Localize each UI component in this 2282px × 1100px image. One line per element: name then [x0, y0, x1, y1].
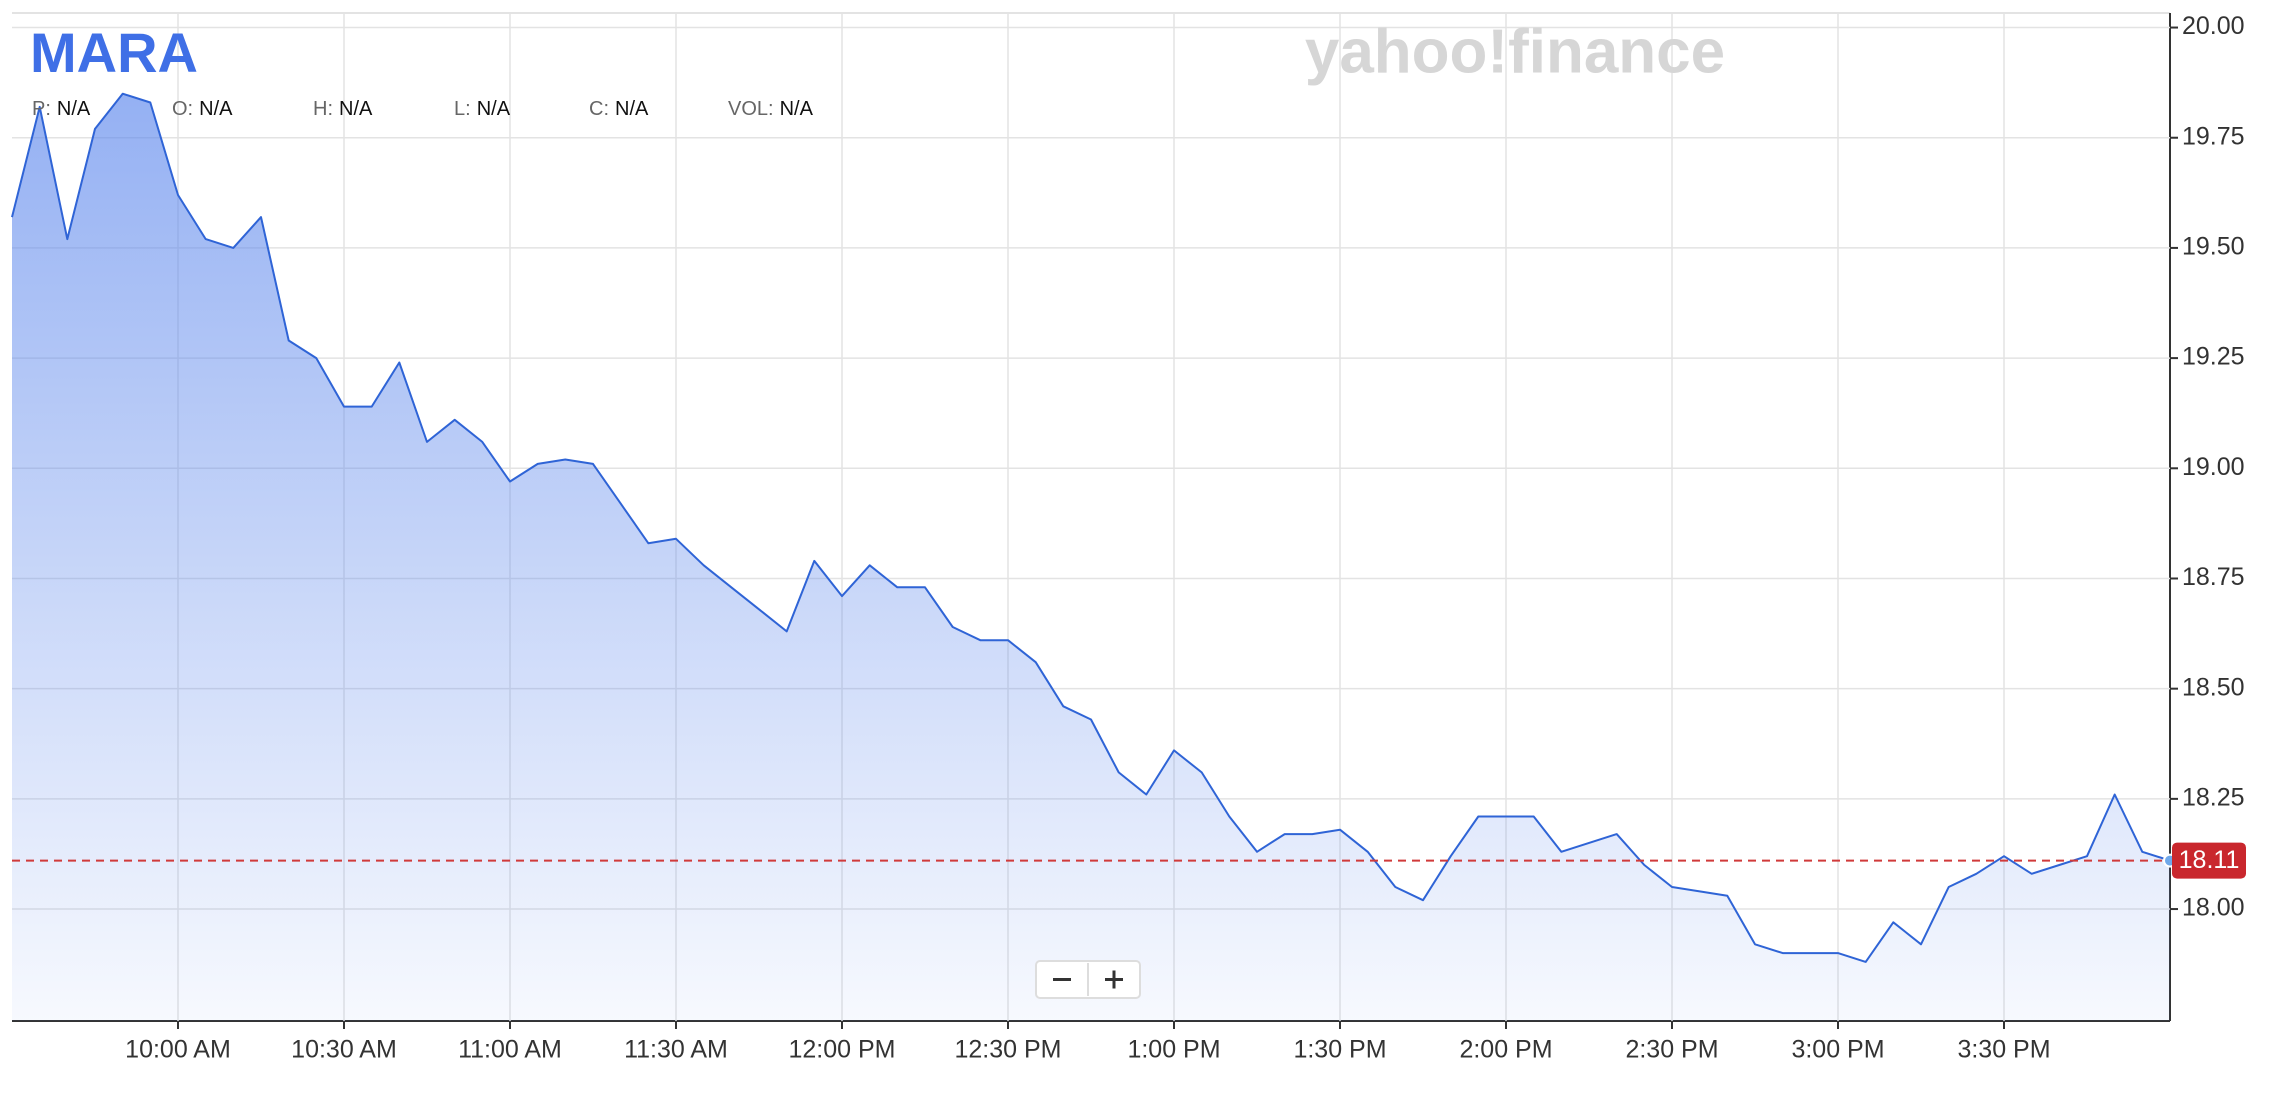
x-tick-label: 11:00 AM	[458, 1036, 562, 1064]
ohlc-item: L: N/A	[454, 98, 511, 120]
zoom-in-button[interactable]	[1089, 962, 1139, 997]
x-tick-label: 2:00 PM	[1459, 1036, 1552, 1064]
ohlc-label: C:	[589, 98, 609, 120]
area	[12, 93, 2170, 1021]
ohlc-item: O: N/A	[172, 98, 233, 120]
ohlc-label: H:	[313, 98, 333, 120]
x-tick-label: 12:00 PM	[788, 1036, 895, 1064]
ohlc-label: O:	[172, 98, 193, 120]
x-tick-label: 11:30 AM	[624, 1036, 728, 1064]
watermark: yahoo!finance	[1305, 17, 1725, 86]
zoom-controls	[1035, 960, 1141, 999]
ohlc-value: N/A	[477, 98, 511, 120]
x-tick-label: 2:30 PM	[1625, 1036, 1718, 1064]
zoom-out-button[interactable]	[1037, 962, 1087, 997]
ohlc-item: VOL: N/A	[728, 98, 814, 120]
ticker-title: MARA	[30, 21, 198, 84]
x-tick-label: 10:00 AM	[125, 1036, 231, 1064]
ohlc-label: VOL:	[728, 98, 774, 120]
ohlc-value: N/A	[615, 98, 649, 120]
current-price-tag	[2172, 842, 2246, 879]
y-tick-label: 18.00	[2182, 894, 2245, 922]
y-tick-label: 19.25	[2182, 343, 2245, 371]
y-tick-label: 20.00	[2182, 12, 2245, 40]
x-tick-label: 10:30 AM	[291, 1036, 397, 1064]
ohlc-value: N/A	[199, 98, 233, 120]
y-tick-label: 18.50	[2182, 673, 2245, 701]
ohlc-label: L:	[454, 98, 471, 120]
ohlc-item: C: N/A	[589, 98, 649, 120]
y-tick-label: 19.75	[2182, 122, 2245, 150]
y-tick-label: 18.75	[2182, 563, 2245, 591]
x-tick-label: 3:30 PM	[1957, 1036, 2050, 1064]
x-tick-label: 3:00 PM	[1791, 1036, 1884, 1064]
x-tick-label: 1:00 PM	[1127, 1036, 1220, 1064]
ohlc-item: P: N/A	[32, 98, 91, 120]
ohlc-value: N/A	[780, 98, 814, 120]
ohlc-value: N/A	[339, 98, 373, 120]
ohlc-item: H: N/A	[313, 98, 373, 120]
ohlc-value: N/A	[57, 98, 91, 120]
x-tick-label: 1:30 PM	[1293, 1036, 1386, 1064]
y-tick-label: 19.50	[2182, 233, 2245, 261]
price-line	[11, 92, 2171, 963]
ohlc-label: P:	[32, 98, 51, 120]
ohlc-row: P: N/A O: N/A H: N/A L: N/A C: N/A VOL: N/A	[32, 98, 814, 120]
y-tick-label: 19.00	[2182, 453, 2245, 481]
x-tick-label: 12:30 PM	[954, 1036, 1061, 1064]
current-price-label: 18.11	[2179, 846, 2240, 874]
plot	[11, 92, 2177, 1021]
y-tick-label: 18.25	[2182, 783, 2245, 811]
